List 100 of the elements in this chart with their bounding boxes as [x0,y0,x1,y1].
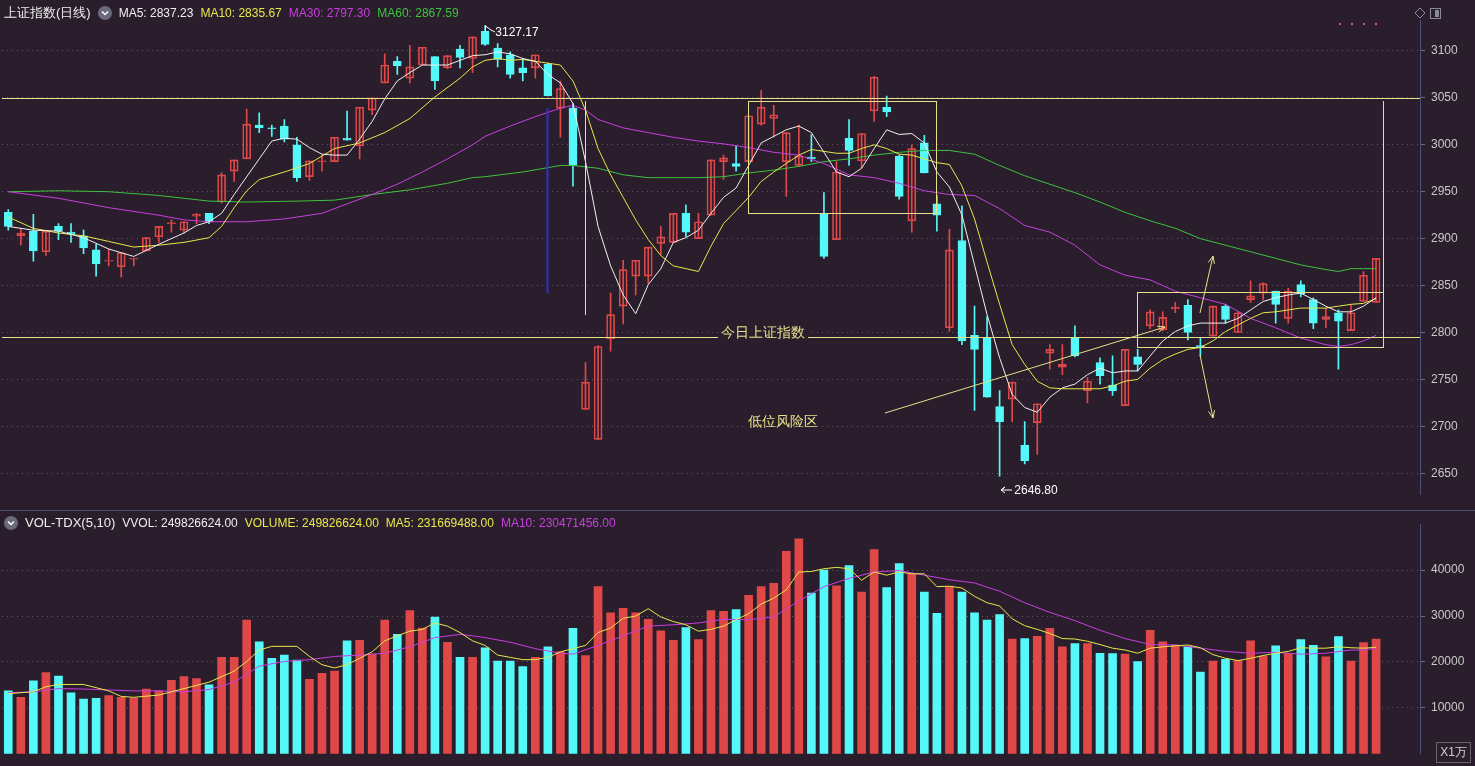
bar [1170,644,1180,754]
bar [1258,655,1268,754]
bar [480,647,490,754]
bar [367,653,377,754]
bar [719,611,728,754]
annotation: VVOL: 249826624.00 [122,515,238,530]
candlestick [1371,258,1381,303]
bar [1007,638,1017,754]
annotation: MA60: 2867.59 [377,6,459,20]
bar [1020,638,1030,754]
bar [932,612,942,754]
bar [643,618,653,754]
bar [593,586,603,754]
bar [242,619,252,754]
bar [405,610,415,754]
bar [794,538,804,754]
y-tick-label: 10000 [1431,700,1465,715]
bar [894,563,904,754]
bar [3,690,13,754]
annotation: VOLUME: 249826624.00 [244,515,379,530]
bar [606,612,615,754]
bar [1208,660,1218,754]
chart-title: 上证指数(日线) [4,4,91,22]
y-tick-label: 2750 [1431,371,1459,386]
bar [1296,639,1306,754]
y-tick-label: 2900 [1431,230,1459,245]
bar [443,641,452,754]
bar [29,680,38,754]
bar [1158,641,1168,754]
y-tick-label: 2650 [1431,465,1459,480]
bar [982,619,992,754]
bar [970,612,979,754]
bar [1246,640,1255,754]
bar [656,630,666,754]
y-tick-label: 2950 [1431,184,1459,199]
bar [568,628,578,754]
bar [254,641,264,754]
bar [493,660,502,754]
bar [1309,645,1318,754]
y-tick-label: 3050 [1431,90,1459,105]
y-axis-title: X1万 [1436,742,1471,763]
bar [869,549,879,754]
bar [468,657,477,754]
bar [392,634,402,754]
bar [1196,671,1205,754]
bar [1133,661,1142,754]
candlestick [706,159,716,216]
bar [581,655,590,754]
bar [1083,643,1092,754]
bar [129,697,139,754]
bar [330,670,339,754]
annotation: 低位风险区 [745,412,821,429]
bar [1120,653,1130,754]
bar [66,692,76,754]
bar [54,675,63,754]
bar [832,585,841,754]
bar [430,616,440,754]
bar [16,696,26,754]
y-tick-label: 2850 [1431,277,1459,292]
bar [1233,660,1243,754]
bar [1058,646,1067,754]
bar [305,679,314,754]
bar [418,627,427,754]
bar [669,640,678,754]
bar [317,673,327,754]
bar [844,565,854,754]
bar [1108,653,1117,754]
annotation: MA5: 2837.23 [118,6,194,20]
bar [957,591,967,754]
bar [1183,646,1193,754]
annotation: MA5: 231669488.00 [385,515,494,530]
bar [1346,660,1356,754]
bar [217,657,226,754]
bar [518,666,528,754]
y-tick-label: 2800 [1431,324,1459,339]
bar [556,651,565,754]
bar [104,695,113,754]
bar [807,592,816,754]
candlestick [1208,305,1218,337]
bar [1221,658,1230,754]
bar [1359,642,1368,754]
bar [781,550,791,754]
annotation: 2646.80 [1014,482,1058,498]
bar [744,595,753,754]
bar [505,660,515,754]
bar [1070,643,1080,754]
bar [1334,636,1343,754]
bar [455,657,465,754]
bar [945,586,954,754]
bar [380,619,390,754]
y-tick-label: 30000 [1431,608,1465,623]
bar [769,583,779,754]
bar [167,680,176,754]
y-tick-label: 2700 [1431,418,1459,433]
bar [756,586,766,754]
bar [116,696,126,754]
bar [280,654,289,754]
y-tick-label: 40000 [1431,562,1465,577]
bar [1321,656,1331,754]
bar [79,698,88,754]
